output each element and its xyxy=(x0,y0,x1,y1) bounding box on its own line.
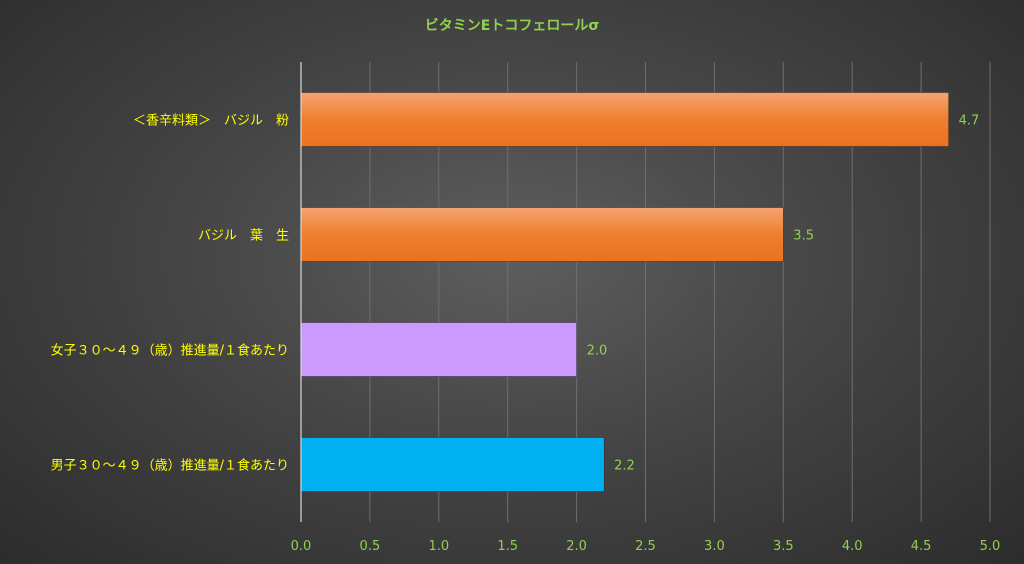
data-label: 2.2 xyxy=(614,459,635,474)
x-tick-labels: 0.0 0.5 1.0 1.5 2.0 2.5 3.0 3.5 4.0 4.5 5.0 xyxy=(291,539,1001,554)
bar xyxy=(300,437,605,492)
bars xyxy=(300,92,949,492)
category-label: 女子３０～４９（歳）推進量/１食あたり xyxy=(51,343,289,359)
x-tick-label: 4.0 xyxy=(842,539,863,554)
x-tick-label: 1.0 xyxy=(428,539,449,554)
data-label: 2.0 xyxy=(587,344,608,359)
data-labels: 4.7 3.5 2.0 2.2 xyxy=(587,114,980,474)
bar xyxy=(300,322,577,377)
x-tick-label: 2.5 xyxy=(635,539,656,554)
bar xyxy=(300,207,784,262)
data-label: 4.7 xyxy=(959,114,980,129)
category-label: ＜香辛料類＞ バジル 粉 xyxy=(133,114,289,129)
category-label: バジル 葉 生 xyxy=(198,229,289,244)
x-tick-label: 5.0 xyxy=(980,539,1001,554)
category-label: 男子３０～４９（歳）推進量/１食あたり xyxy=(51,458,289,474)
bar xyxy=(300,92,949,147)
data-label: 3.5 xyxy=(793,229,814,244)
chart-title: ビタミンEトコフェロールσ xyxy=(425,18,600,34)
x-tick-label: 3.0 xyxy=(704,539,725,554)
x-tick-label: 0.5 xyxy=(360,539,381,554)
x-tick-label: 3.5 xyxy=(773,539,794,554)
x-tick-label: 4.5 xyxy=(911,539,932,554)
x-tick-label: 2.0 xyxy=(566,539,587,554)
x-tick-label: 1.5 xyxy=(497,539,518,554)
x-tick-label: 0.0 xyxy=(291,539,312,554)
